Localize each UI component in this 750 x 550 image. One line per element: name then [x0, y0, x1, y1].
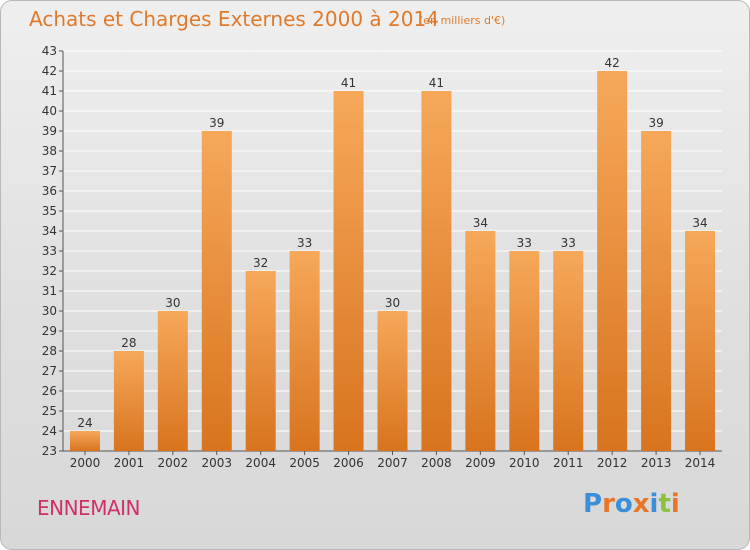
data-label: 24	[77, 416, 92, 430]
x-tick-label: 2012	[597, 456, 628, 470]
y-tick-label: 29	[42, 324, 57, 338]
x-tick-label: 2007	[377, 456, 408, 470]
y-tick-label: 23	[42, 444, 57, 458]
bar-2005	[289, 251, 320, 451]
y-tick-label: 36	[42, 184, 57, 198]
x-tick-label: 2001	[114, 456, 145, 470]
bar-2007	[377, 311, 408, 451]
x-tick-label: 2000	[70, 456, 101, 470]
y-tick-label: 30	[42, 304, 57, 318]
logo-letter: t	[658, 489, 671, 519]
y-tick-label: 31	[42, 284, 57, 298]
y-tick-label: 25	[42, 404, 57, 418]
bar-2002	[157, 311, 188, 451]
data-label: 34	[473, 216, 488, 230]
y-tick-label: 27	[42, 364, 57, 378]
data-label: 39	[209, 116, 224, 130]
data-label: 42	[605, 56, 620, 70]
bar-2000	[69, 431, 100, 451]
y-tick-label: 28	[42, 344, 57, 358]
data-label: 32	[253, 256, 268, 270]
y-tick-label: 42	[42, 64, 57, 78]
data-label: 39	[648, 116, 663, 130]
logo-letter: r	[602, 489, 615, 519]
x-tick-label: 2010	[509, 456, 540, 470]
y-tick-label: 34	[42, 224, 57, 238]
x-tick-label: 2013	[641, 456, 672, 470]
logo-letter: x	[632, 489, 650, 519]
data-labels: 24 28 30 39 32 33 41 30 41 34 33 33 42 39 34	[77, 56, 707, 430]
x-tick-label: 2005	[289, 456, 320, 470]
bar-2001	[113, 351, 144, 451]
bar-2009	[465, 231, 496, 451]
bar-2011	[553, 251, 584, 451]
data-label: 28	[121, 336, 136, 350]
data-label: 41	[429, 76, 444, 90]
y-tick-label: 41	[42, 84, 57, 98]
x-tick-label: 2014	[685, 456, 716, 470]
data-label: 34	[692, 216, 707, 230]
data-label: 30	[165, 296, 180, 310]
y-tick-label: 40	[42, 104, 57, 118]
bar-2012	[597, 71, 628, 451]
bar-2004	[245, 271, 276, 451]
x-tick-label: 2009	[465, 456, 496, 470]
bar-2010	[509, 251, 540, 451]
x-tick-label: 2002	[158, 456, 189, 470]
data-label: 33	[517, 236, 532, 250]
bar-2014	[685, 231, 716, 451]
x-tick-label: 2004	[245, 456, 276, 470]
x-tick-label: 2006	[333, 456, 364, 470]
y-tick-label: 37	[42, 164, 57, 178]
y-tick-label: 24	[42, 424, 57, 438]
bar-2013	[641, 131, 672, 451]
bar-2008	[421, 91, 452, 451]
y-tick-label: 35	[42, 204, 57, 218]
bar-2006	[333, 91, 364, 451]
x-tick-label: 2011	[553, 456, 584, 470]
logo-letter: o	[614, 489, 633, 519]
y-tick-label: 43	[42, 44, 57, 58]
proxiti-logo[interactable]: Proxiti	[583, 489, 680, 519]
bar-2003	[201, 131, 232, 451]
x-tick-label: 2003	[201, 456, 232, 470]
commune-name: ENNEMAIN	[37, 496, 141, 520]
logo-letter: P	[583, 489, 603, 519]
data-label: 33	[561, 236, 576, 250]
y-tick-label: 33	[42, 244, 57, 258]
y-tick-label: 38	[42, 144, 57, 158]
y-tick-label: 39	[42, 124, 57, 138]
chart-title: Achats et Charges Externes 2000 à 2014	[29, 7, 439, 31]
logo-letter: i	[670, 489, 680, 519]
data-label: 41	[341, 76, 356, 90]
chart-subtitle: (en milliers d'€)	[419, 14, 506, 27]
x-tick-label: 2008	[421, 456, 452, 470]
logo-letter: i	[649, 489, 659, 519]
y-tick-label: 32	[42, 264, 57, 278]
data-label: 33	[297, 236, 312, 250]
y-tick-label: 26	[42, 384, 57, 398]
data-label: 30	[385, 296, 400, 310]
bars	[69, 71, 716, 451]
